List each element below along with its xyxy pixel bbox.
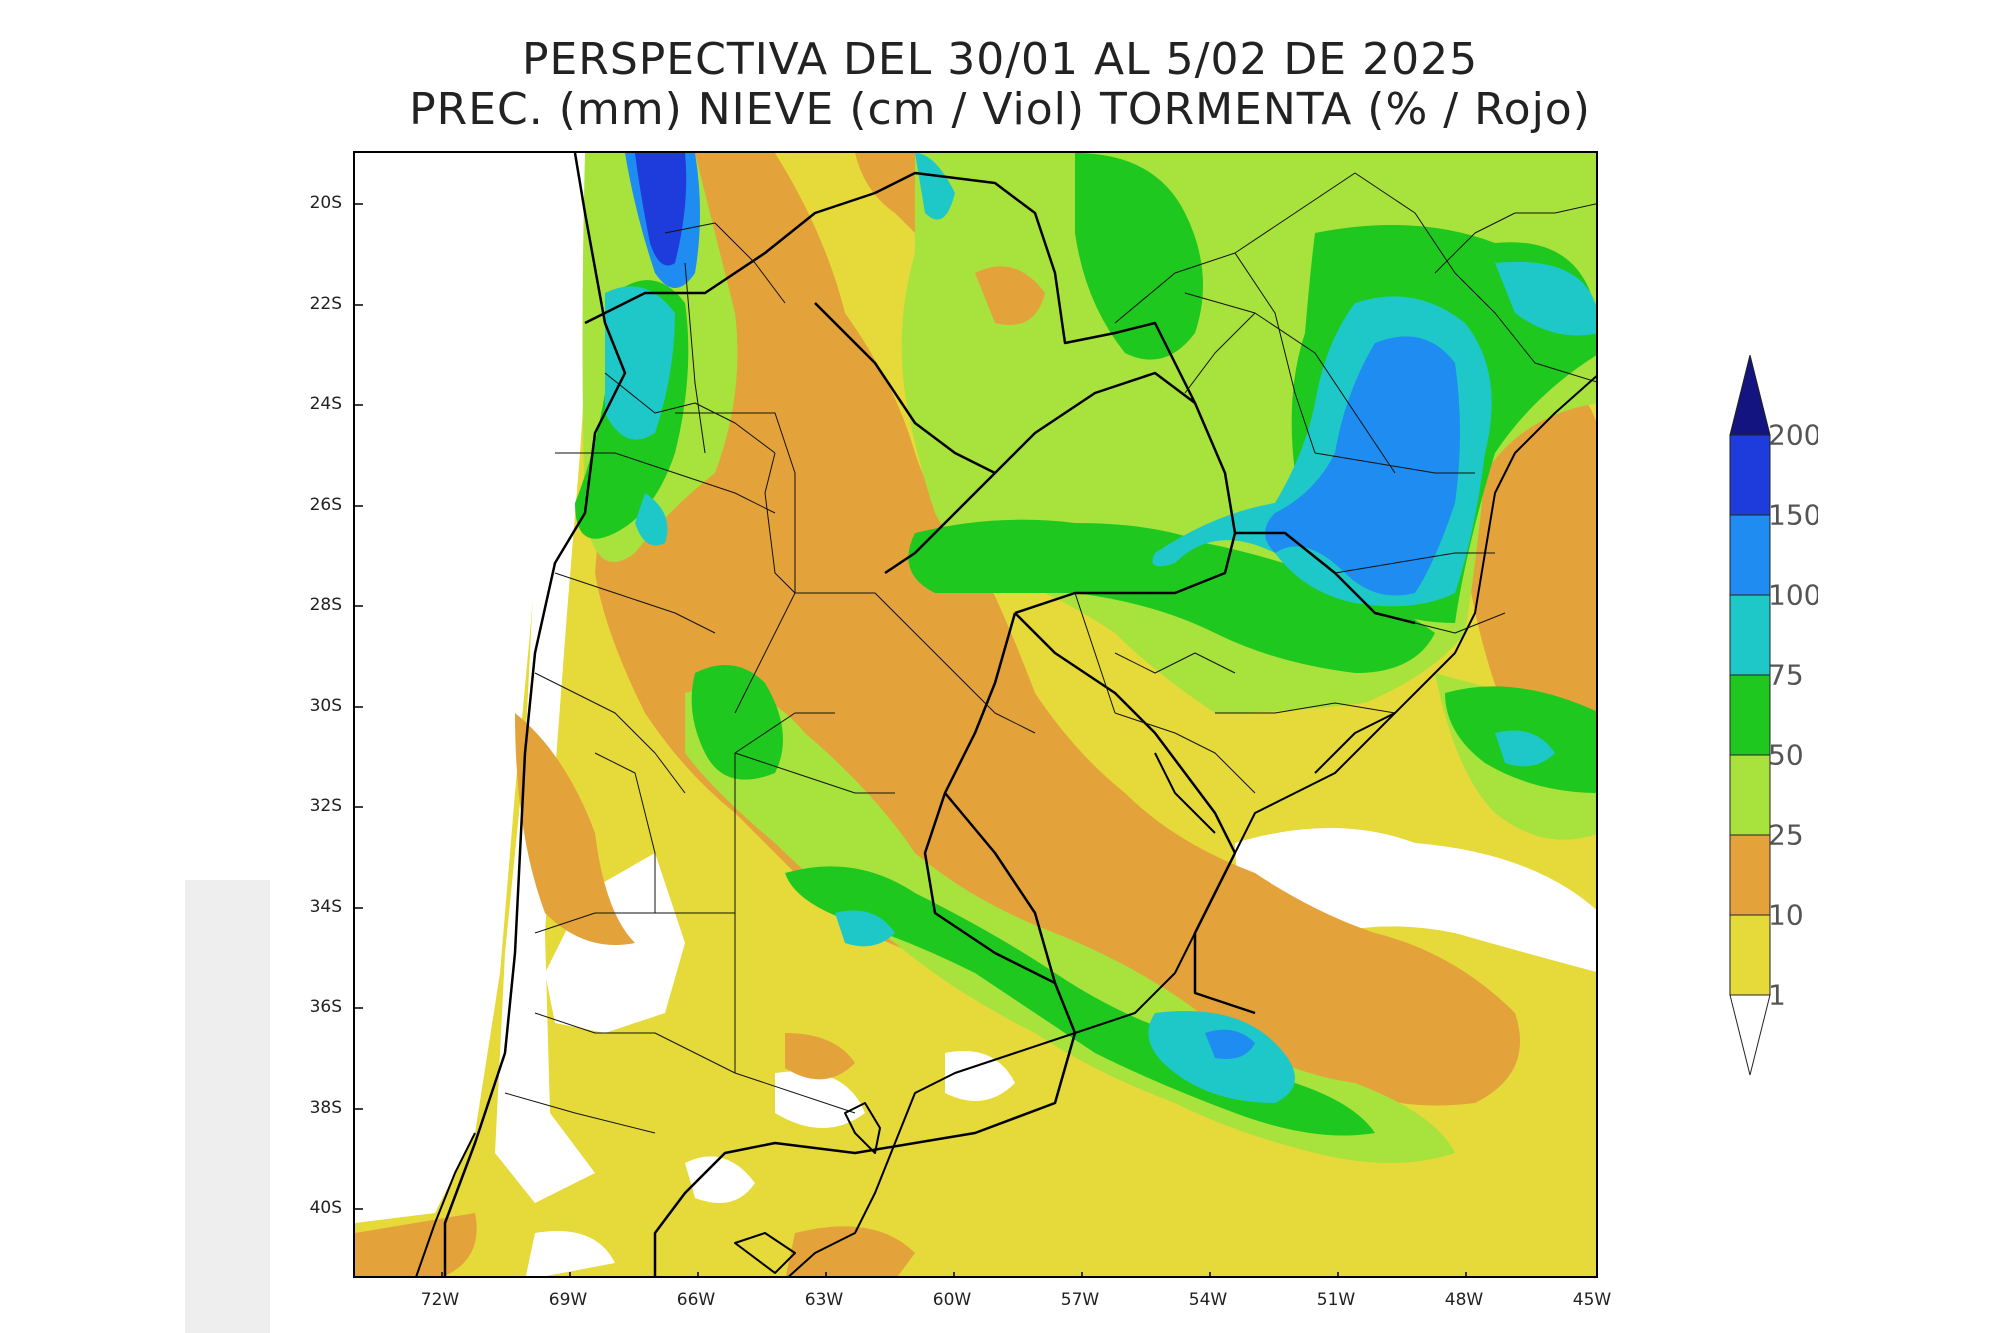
map-title: PERSPECTIVA DEL 30/01 AL 5/02 DE 2025 (521, 34, 1479, 85)
colorbar-band-below-1 (1729, 994, 1771, 1076)
colorbar-label-200: 200 (1768, 418, 1818, 452)
lon-label-72w: 72W (420, 1290, 460, 1310)
colorbar-label-75: 75 (1768, 658, 1804, 692)
background-shadow (185, 880, 270, 1333)
lat-label-28s: 28S (309, 595, 342, 615)
lon-label-57w: 57W (1060, 1290, 1100, 1310)
colorbar-band-25-50 (1729, 754, 1771, 836)
lat-label-40s: 40S (309, 1198, 342, 1218)
precipitation-map[interactable] (353, 151, 1598, 1278)
colorbar-label-1: 1 (1768, 978, 1786, 1012)
lat-label-38s: 38S (309, 1098, 342, 1118)
colorbar (1729, 355, 1771, 1076)
colorbar-band-10-25 (1729, 834, 1771, 916)
lon-label-48w: 48W (1444, 1290, 1484, 1310)
precip-field-150-200 (635, 153, 687, 266)
colorbar-band-100-150 (1729, 514, 1771, 596)
lon-label-63w: 63W (804, 1290, 844, 1310)
colorbar-band-75-100 (1729, 594, 1771, 676)
lat-label-24s: 24S (309, 394, 342, 414)
lon-label-66w: 66W (676, 1290, 716, 1310)
lat-label-20s: 20S (309, 193, 342, 213)
lon-label-45w: 45W (1572, 1290, 1612, 1310)
lat-label-26s: 26S (309, 495, 342, 515)
lat-label-32s: 32S (309, 796, 342, 816)
colorbar-band-150-200 (1729, 434, 1771, 516)
colorbar-band-50-75 (1729, 674, 1771, 756)
lon-label-69w: 69W (548, 1290, 588, 1310)
colorbar-band-200-plus (1729, 355, 1771, 436)
colorbar-label-100: 100 (1768, 578, 1818, 612)
lat-label-34s: 34S (309, 897, 342, 917)
coastline (415, 375, 1596, 1276)
lon-label-51w: 51W (1316, 1290, 1356, 1310)
axis-ticks (355, 203, 1467, 1276)
lat-label-30s: 30S (309, 696, 342, 716)
map-subtitle: PREC. (mm) NIEVE (cm / Viol) TORMENTA (%… (409, 84, 1591, 135)
lon-label-60w: 60W (932, 1290, 972, 1310)
colorbar-label-50: 50 (1768, 738, 1804, 772)
lat-label-36s: 36S (309, 997, 342, 1017)
lat-label-22s: 22S (309, 294, 342, 314)
province-borders (504, 172, 1596, 1134)
colorbar-label-150: 150 (1768, 498, 1818, 532)
lon-label-54w: 54W (1188, 1290, 1228, 1310)
colorbar-label-25: 25 (1768, 818, 1804, 852)
colorbar-band-1-10 (1729, 914, 1771, 996)
colorbar-label-10: 10 (1768, 898, 1804, 932)
